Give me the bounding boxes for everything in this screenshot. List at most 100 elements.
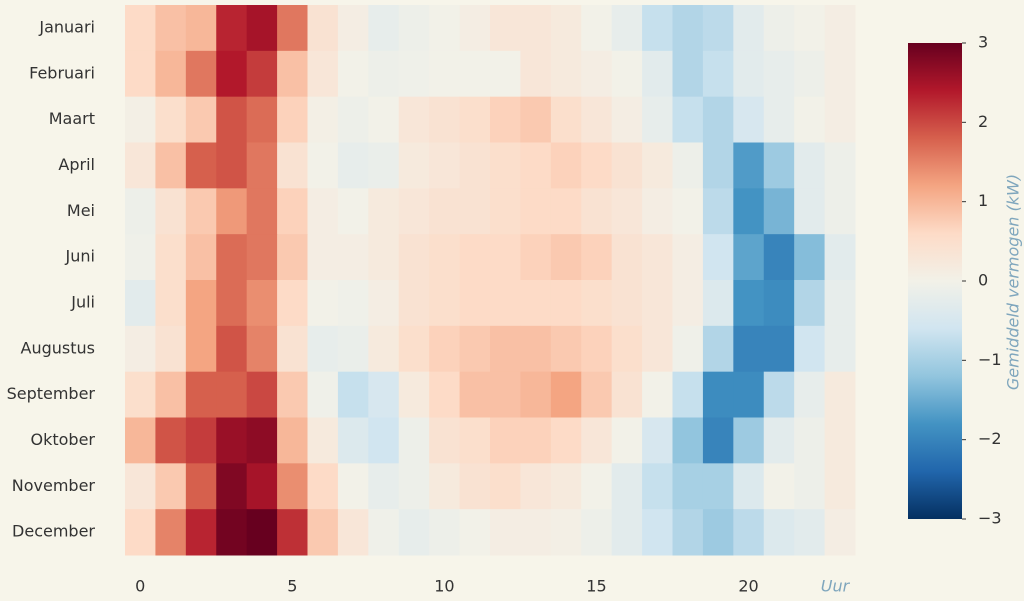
heatmap-cell — [763, 417, 795, 464]
heatmap-cell — [611, 371, 643, 418]
heatmap-cell — [368, 463, 400, 510]
heatmap-cell — [550, 280, 582, 327]
heatmap-cell — [337, 234, 369, 281]
heatmap-cell — [125, 234, 156, 281]
heatmap-cell — [490, 188, 521, 235]
heatmap-cell — [611, 463, 643, 510]
y-tick-label: Juni — [65, 247, 95, 266]
heatmap-cell — [246, 509, 278, 556]
heatmap-cell — [794, 5, 826, 52]
heatmap-cell — [794, 142, 826, 189]
heatmap-cell — [277, 142, 308, 189]
heatmap-cell — [307, 188, 339, 235]
heatmap-cell — [277, 188, 308, 235]
heatmap-cell — [642, 188, 673, 235]
heatmap-cell — [155, 96, 187, 143]
heatmap-cell — [824, 96, 856, 143]
heatmap-cell — [155, 234, 187, 281]
heatmap-cell — [246, 463, 278, 510]
heatmap-cell — [550, 463, 582, 510]
heatmap-cell — [611, 5, 643, 52]
heatmap-cell — [246, 188, 278, 235]
y-tick-label: Mei — [67, 201, 95, 220]
heatmap-cell — [702, 50, 734, 98]
heatmap-cell — [185, 509, 217, 556]
y-tick-label: December — [12, 522, 95, 541]
heatmap-cell — [216, 325, 248, 373]
heatmap-cell — [429, 280, 461, 327]
heatmap-cell — [794, 371, 826, 418]
heatmap-cell — [763, 188, 795, 235]
heatmap-cell — [459, 50, 491, 98]
x-tick-label: 15 — [586, 577, 606, 596]
heatmap-cell — [581, 371, 613, 418]
heatmap-cell — [550, 5, 582, 52]
heatmap-cell — [763, 142, 795, 189]
heatmap-cell — [702, 96, 734, 143]
heatmap-cell — [763, 371, 795, 418]
heatmap-cell — [642, 463, 673, 510]
heatmap-cell — [337, 50, 369, 98]
heatmap-cell — [642, 50, 673, 98]
heatmap-cell — [125, 142, 156, 189]
heatmap-cell — [763, 509, 795, 556]
heatmap-cell — [307, 280, 339, 327]
heatmap-cell — [702, 234, 734, 281]
heatmap-cell — [216, 463, 248, 510]
heatmap-cell — [794, 234, 826, 281]
x-tick-label: 10 — [434, 577, 454, 596]
heatmap-cell — [642, 5, 673, 52]
heatmap-cell — [155, 142, 187, 189]
heatmap-cell — [155, 417, 187, 464]
heatmap-cell — [459, 463, 491, 510]
heatmap-cell — [337, 188, 369, 235]
heatmap-cell — [307, 50, 339, 98]
heatmap-cell — [368, 417, 400, 464]
heatmap-cell — [155, 371, 187, 418]
colorbar-tick-label: 3 — [978, 33, 988, 52]
heatmap-cell — [125, 188, 156, 235]
colorbar-label: Gemiddeld vermogen (kW) — [1004, 174, 1023, 390]
heatmap-cell — [307, 96, 339, 143]
heatmap-cell — [581, 463, 613, 510]
heatmap-cell — [125, 280, 156, 327]
heatmap-cell — [216, 142, 248, 189]
heatmap-cell — [307, 371, 339, 418]
heatmap-cell — [490, 5, 521, 52]
heatmap-cell — [459, 234, 491, 281]
heatmap-cell — [794, 509, 826, 556]
heatmap-cell — [611, 509, 643, 556]
heatmap-cell — [277, 325, 308, 373]
heatmap-cell — [672, 325, 704, 373]
heatmap-cell — [733, 50, 765, 98]
heatmap-cell — [490, 234, 521, 281]
heatmap-cell — [185, 50, 217, 98]
heatmap-cell — [520, 234, 552, 281]
heatmap-cell — [368, 325, 400, 373]
heatmap-cell — [155, 463, 187, 510]
heatmap-cell — [520, 280, 552, 327]
heatmap-cell — [490, 463, 521, 510]
heatmap-cell — [277, 50, 308, 98]
heatmap-cell — [581, 188, 613, 235]
heatmap-cell — [155, 325, 187, 373]
y-tick-label: Augustus — [21, 338, 95, 357]
heatmap-cell — [733, 280, 765, 327]
heatmap-cell — [550, 417, 582, 464]
heatmap-cell — [642, 96, 673, 143]
heatmap-cell — [307, 417, 339, 464]
heatmap-cell — [246, 5, 278, 52]
heatmap-cell — [672, 5, 704, 52]
heatmap-cell — [125, 509, 156, 556]
heatmap-cell — [550, 234, 582, 281]
heatmap-cell — [520, 50, 552, 98]
heatmap-cell — [824, 417, 856, 464]
heatmap-cell — [216, 234, 248, 281]
heatmap-cell — [733, 5, 765, 52]
heatmap-cell — [185, 188, 217, 235]
heatmap-cell — [490, 96, 521, 143]
heatmap-cell — [672, 371, 704, 418]
heatmap-cell — [520, 96, 552, 143]
heatmap-cell — [429, 371, 461, 418]
